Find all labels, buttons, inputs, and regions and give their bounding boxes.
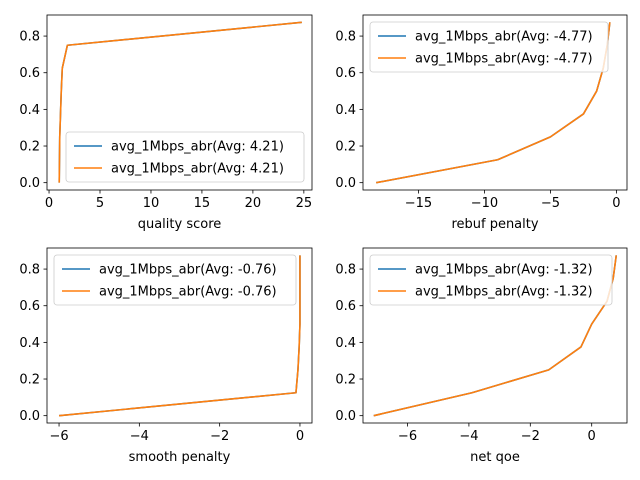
y-tick-label: 0.6 bbox=[19, 66, 40, 81]
y-tick-label: 0.6 bbox=[19, 299, 40, 314]
x-tick-label: 15 bbox=[194, 196, 211, 211]
y-tick-label: 0.4 bbox=[19, 103, 40, 118]
x-tick-label: −6 bbox=[398, 429, 417, 444]
y-tick-label: 0.8 bbox=[19, 30, 40, 45]
y-tick-label: 0.6 bbox=[335, 299, 356, 314]
legend-label-1: avg_1Mbps_abr(Avg: -0.76) bbox=[99, 263, 277, 278]
y-tick-label: 0.8 bbox=[335, 30, 356, 45]
y-tick-label: 0.8 bbox=[19, 263, 40, 278]
y-tick-label: 0.8 bbox=[335, 263, 356, 278]
series-line-2 bbox=[58, 255, 301, 417]
legend-box bbox=[53, 254, 297, 306]
x-tick-label: −4 bbox=[459, 429, 478, 444]
x-tick-label: 0 bbox=[612, 196, 620, 211]
y-tick-label: 0.0 bbox=[335, 409, 356, 424]
subplot-1: 0 5 10 15 20 25 0.0 0.2 0.4 0.6 0.8 quality score av… bbox=[19, 14, 313, 232]
legend-label-2: avg_1Mbps_abr(Avg: 4.21) bbox=[111, 162, 284, 177]
legend-box bbox=[369, 21, 609, 73]
x-axis-label: net qoe bbox=[470, 450, 520, 465]
x-tick-label: 0 bbox=[45, 196, 53, 211]
y-tick-label: 0.4 bbox=[335, 336, 356, 351]
y-tick-label: 0.2 bbox=[19, 373, 40, 388]
x-tick-label: 0 bbox=[296, 429, 304, 444]
legend-label-2: avg_1Mbps_abr(Avg: -1.32) bbox=[415, 285, 593, 300]
x-tick-label: 25 bbox=[296, 196, 313, 211]
y-tick-label: 0.2 bbox=[335, 373, 356, 388]
subplot-3: −6 −4 −2 0 0.0 0.2 0.4 0.6 0.8 smooth penalty avg_… bbox=[19, 247, 313, 465]
y-tick-label: 0.0 bbox=[19, 409, 40, 424]
y-tick-label: 0.0 bbox=[19, 176, 40, 191]
x-tick-label: 20 bbox=[245, 196, 262, 211]
series-line-2 bbox=[58, 21, 302, 183]
x-tick-label: −2 bbox=[521, 429, 540, 444]
y-tick-label: 0.4 bbox=[335, 103, 356, 118]
y-tick-label: 0.4 bbox=[19, 336, 40, 351]
x-tick-label: −4 bbox=[130, 429, 149, 444]
legend-box bbox=[369, 254, 613, 306]
subplot-4: −6 −4 −2 0 0.0 0.2 0.4 0.6 0.8 net qoe avg_1Mbps_a… bbox=[335, 247, 628, 465]
legend: avg_1Mbps_abr(Avg: 4.21) avg_1Mbps_abr(Av… bbox=[65, 131, 305, 183]
x-tick-label: 0 bbox=[588, 429, 596, 444]
y-tick-label: 0.6 bbox=[335, 66, 356, 81]
x-tick-label: −2 bbox=[210, 429, 229, 444]
y-tick-label: 0.2 bbox=[335, 140, 356, 155]
subplot-2: −15 −10 −5 0 0.0 0.2 0.4 0.6 0.8 rebuf penalty avg… bbox=[335, 14, 628, 232]
legend: avg_1Mbps_abr(Avg: -0.76) avg_1Mbps_abr(A… bbox=[53, 254, 297, 306]
x-tick-label: −10 bbox=[471, 196, 498, 211]
legend-label-1: avg_1Mbps_abr(Avg: -4.77) bbox=[415, 30, 593, 45]
legend-label-2: avg_1Mbps_abr(Avg: -4.77) bbox=[415, 52, 593, 67]
legend-label-1: avg_1Mbps_abr(Avg: 4.21) bbox=[111, 140, 284, 155]
x-tick-label: −6 bbox=[49, 429, 68, 444]
x-axis-label: rebuf penalty bbox=[451, 217, 538, 232]
legend-box bbox=[65, 131, 305, 183]
x-tick-label: 10 bbox=[143, 196, 160, 211]
x-tick-label: −5 bbox=[541, 196, 560, 211]
legend-label-2: avg_1Mbps_abr(Avg: -0.76) bbox=[99, 285, 277, 300]
legend-label-1: avg_1Mbps_abr(Avg: -1.32) bbox=[415, 263, 593, 278]
y-tick-label: 0.0 bbox=[335, 176, 356, 191]
x-tick-label: 5 bbox=[96, 196, 104, 211]
legend: avg_1Mbps_abr(Avg: -1.32) avg_1Mbps_abr(A… bbox=[369, 254, 613, 306]
legend: avg_1Mbps_abr(Avg: -4.77) avg_1Mbps_abr(A… bbox=[369, 21, 609, 73]
x-axis-label: smooth penalty bbox=[129, 450, 231, 465]
y-tick-label: 0.2 bbox=[19, 140, 40, 155]
x-axis-label: quality score bbox=[138, 217, 222, 232]
x-tick-label: −15 bbox=[405, 196, 432, 211]
